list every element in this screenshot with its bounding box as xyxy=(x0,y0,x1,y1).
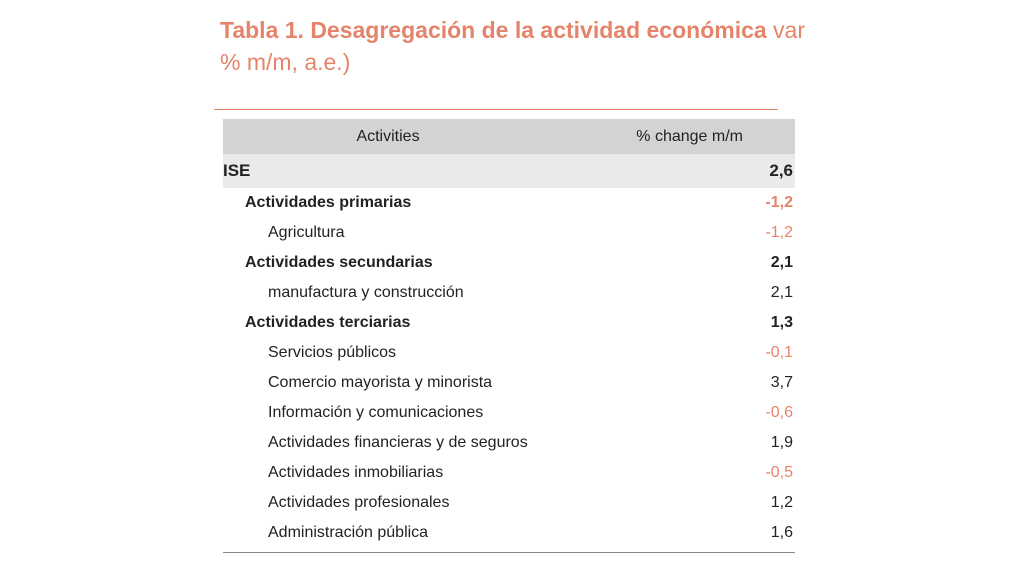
header-activities: Activities xyxy=(356,127,420,145)
table-row: Actividades secundarias 2,1 xyxy=(223,248,795,278)
table-row: Agricultura -1,2 xyxy=(223,218,795,248)
row-label: Administración pública xyxy=(268,524,429,541)
row-label: Actividades inmobiliarias xyxy=(268,464,444,481)
row-value: 1,9 xyxy=(770,434,793,451)
row-value: 1,6 xyxy=(770,524,793,541)
row-label: Actividades secundarias xyxy=(245,254,433,271)
row-value: -0,6 xyxy=(765,404,793,421)
table-title-rest: var % m/m, a.e.) xyxy=(220,17,806,75)
row-label: ISE xyxy=(223,161,251,180)
table-header: Activities % change m/m xyxy=(223,119,795,154)
row-label: Comercio mayorista y minorista xyxy=(268,374,493,391)
activity-table: Activities % change m/m ISE 2,6 Activida… xyxy=(223,119,795,553)
table-row: Administración pública 1,6 xyxy=(223,518,795,548)
table-row: Actividades terciarias 1,3 xyxy=(223,308,795,338)
table-row: Actividades primarias -1,2 xyxy=(223,188,795,218)
row-value: 3,7 xyxy=(770,374,793,391)
table-row: Actividades profesionales 1,2 xyxy=(223,488,795,518)
row-label: Actividades financieras y de seguros xyxy=(268,434,528,451)
row-value: 2,1 xyxy=(770,254,793,271)
row-label: Actividades profesionales xyxy=(268,494,450,511)
row-value: 1,3 xyxy=(770,314,793,331)
row-label: manufactura y construcción xyxy=(268,284,464,301)
row-value: 1,2 xyxy=(770,494,793,511)
table-row: manufactura y construcción 2,1 xyxy=(223,278,795,308)
row-label: Información y comunicaciones xyxy=(268,404,484,421)
table-row: Actividades financieras y de seguros 1,9 xyxy=(223,428,795,458)
row-value: -1,2 xyxy=(765,194,793,211)
row-value: -0,1 xyxy=(765,344,793,361)
row-value: -0,5 xyxy=(765,464,793,481)
table-row: ISE 2,6 xyxy=(223,154,795,188)
table-row: Servicios públicos -0,1 xyxy=(223,338,795,368)
row-value: 2,6 xyxy=(769,161,793,180)
table-row: Comercio mayorista y minorista 3,7 xyxy=(223,368,795,398)
table-title: Tabla 1. Desagregación de la actividad e… xyxy=(220,14,820,78)
row-label: Actividades terciarias xyxy=(245,314,411,331)
row-value: -1,2 xyxy=(765,224,793,241)
title-divider xyxy=(214,109,778,110)
row-label: Actividades primarias xyxy=(245,194,412,211)
table-row: Información y comunicaciones -0,6 xyxy=(223,398,795,428)
row-value: 2,1 xyxy=(770,284,793,301)
row-label: Servicios públicos xyxy=(268,344,397,361)
header-change: % change m/m xyxy=(636,127,743,145)
table-bottom-divider xyxy=(223,552,795,553)
table-title-bold: Tabla 1. Desagregación de la actividad e… xyxy=(220,17,767,43)
row-label: Agricultura xyxy=(268,224,345,241)
table-row: Actividades inmobiliarias -0,5 xyxy=(223,458,795,488)
